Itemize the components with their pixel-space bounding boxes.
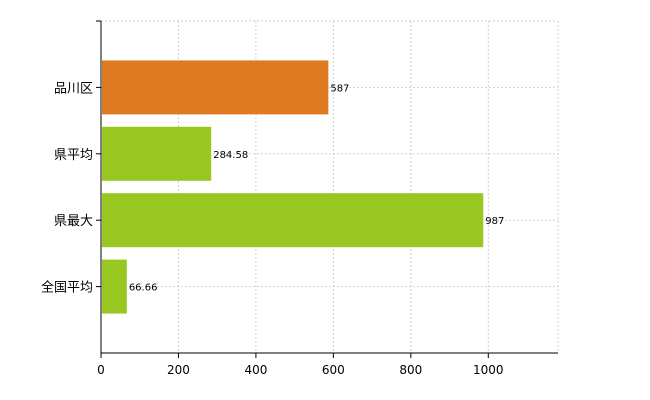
bar	[102, 259, 127, 314]
y-tick-label: 県最大	[54, 214, 93, 229]
x-tick-label: 800	[399, 363, 422, 377]
data-label: 587	[330, 83, 349, 94]
x-tick-label: 0	[97, 363, 105, 377]
bar	[102, 126, 212, 181]
bar	[102, 193, 484, 248]
data-label: 284.58	[213, 150, 248, 161]
y-tick-label: 全国平均	[41, 280, 93, 296]
y-tick-label: 県平均	[54, 148, 93, 163]
data-label: 66.66	[129, 283, 158, 294]
x-tick-label: 1000	[473, 363, 504, 377]
x-tick-label: 200	[167, 363, 190, 377]
y-tick-label: 品川区	[54, 81, 93, 96]
x-tick-label: 600	[322, 363, 345, 377]
axes	[96, 20, 558, 358]
bars	[102, 60, 484, 314]
bar	[102, 60, 329, 115]
data-label: 987	[485, 216, 504, 227]
labels: 587 284.58 987 66.66 0 200 400 600 800 1000 品川区県平均…	[41, 81, 504, 377]
x-tick-label: 400	[244, 363, 267, 377]
